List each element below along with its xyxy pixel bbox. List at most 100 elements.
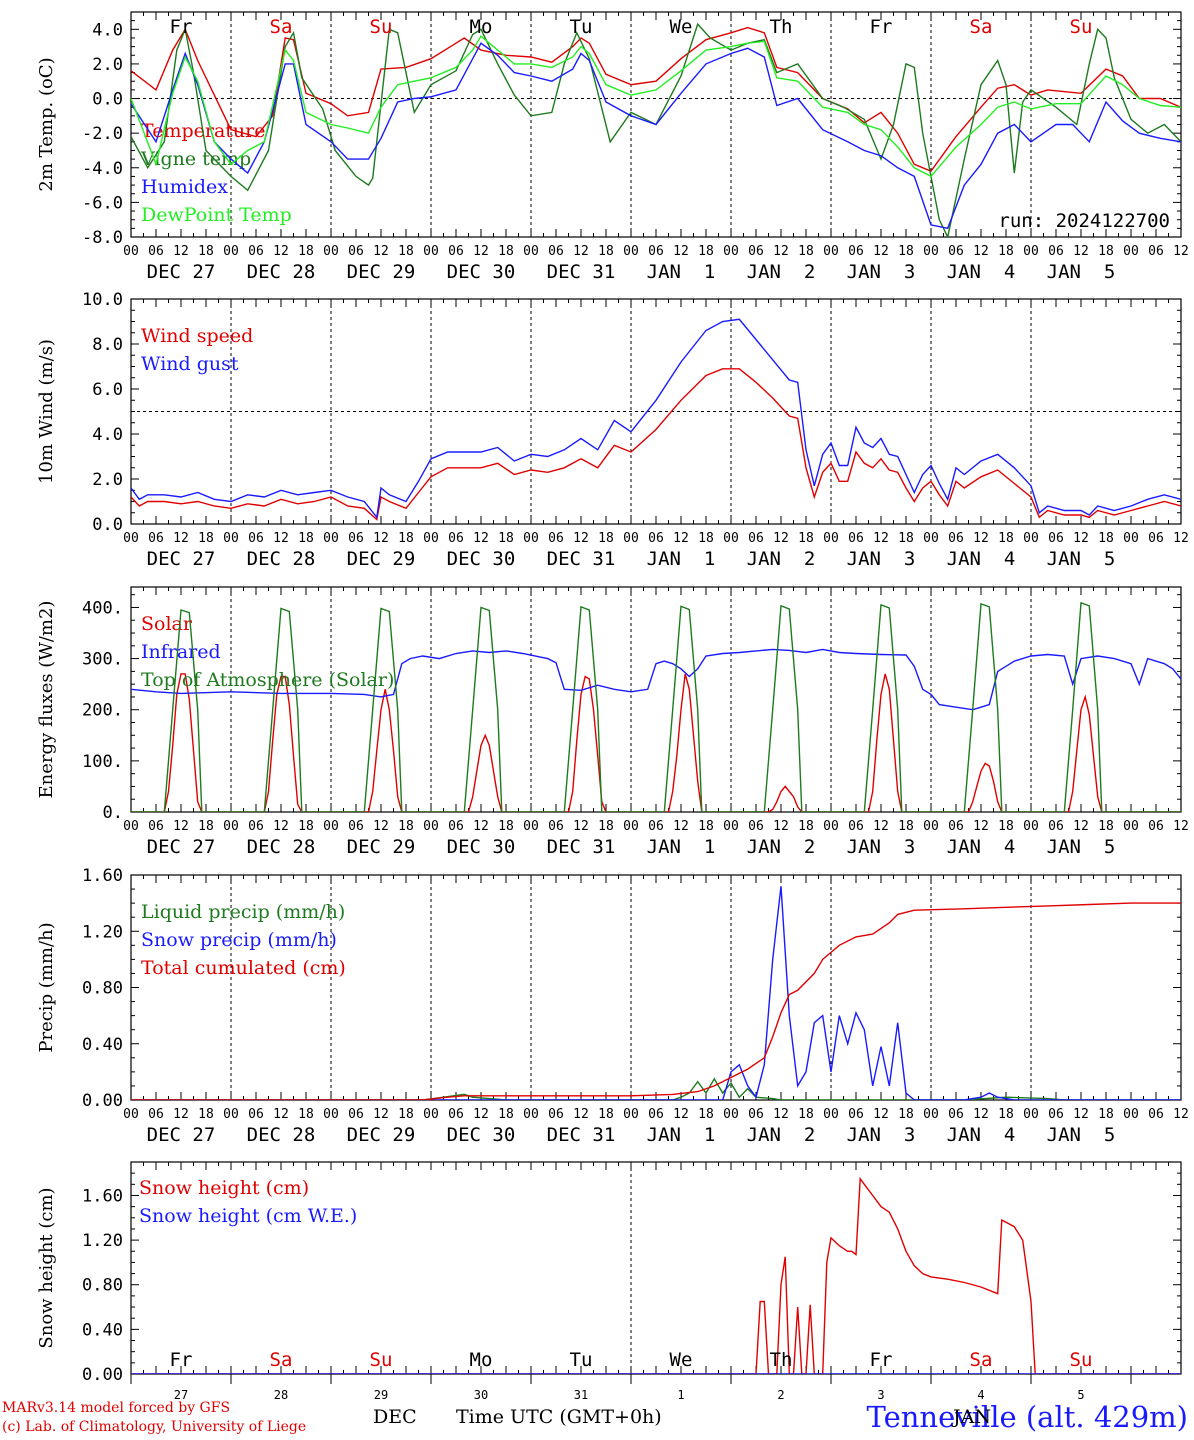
series-line — [131, 648, 1181, 711]
hour-tick-label: 12 — [773, 244, 789, 259]
hour-tick-label: 00 — [923, 1107, 939, 1122]
y-tick-label: -4.0 — [82, 159, 123, 179]
hour-tick-label: 00 — [1123, 819, 1139, 834]
hour-tick-label: 18 — [298, 819, 314, 834]
hour-tick-label: 12 — [473, 531, 489, 546]
hour-tick-label: 18 — [598, 819, 614, 834]
date-label: JAN 5 — [1047, 1124, 1116, 1146]
hour-tick-label: 18 — [198, 531, 214, 546]
weekday-label: Sa — [270, 1349, 293, 1371]
date-label: JAN 4 — [947, 261, 1016, 283]
hour-tick-label: 06 — [848, 244, 864, 259]
date-label: DEC 31 — [547, 548, 616, 570]
hour-tick-label: 18 — [498, 1107, 514, 1122]
date-label: DEC 28 — [247, 1124, 316, 1146]
hour-tick-label: 18 — [398, 531, 414, 546]
hour-tick-label: 06 — [748, 531, 764, 546]
hour-tick-label: 18 — [1098, 244, 1114, 259]
hour-tick-label: 00 — [323, 531, 339, 546]
hour-tick-label: 12 — [273, 819, 289, 834]
hour-tick-label: 12 — [273, 244, 289, 259]
y-tick-label: 4.0 — [92, 20, 123, 40]
hour-tick-label: 18 — [398, 819, 414, 834]
date-label: DEC 31 — [547, 1124, 616, 1146]
station-title: Tenneville (alt. 429m) — [866, 1400, 1189, 1434]
hour-tick-label: 00 — [123, 819, 139, 834]
hour-tick-label: 06 — [148, 531, 164, 546]
y-tick-label: 0.0 — [92, 515, 123, 535]
date-label: DEC 28 — [247, 836, 316, 858]
month-label: DEC — [373, 1406, 417, 1428]
hour-tick-label: 06 — [648, 244, 664, 259]
weekday-label: Su — [370, 16, 393, 38]
hour-tick-label: 18 — [998, 531, 1014, 546]
hour-tick-label: 00 — [123, 1107, 139, 1122]
hour-tick-label: 18 — [198, 244, 214, 259]
date-label: JAN 2 — [747, 261, 816, 283]
day-number-label: 3 — [877, 1388, 884, 1400]
weekday-label: Th — [770, 1349, 793, 1371]
meteogram: -8.0-6.0-4.0-2.00.02.04.02m Temp. (oC) Te… — [36, 11, 1189, 1400]
hour-tick-label: 18 — [298, 1107, 314, 1122]
hour-tick-label: 12 — [273, 1107, 289, 1122]
date-label: JAN 3 — [847, 548, 916, 570]
hour-tick-label: 18 — [1098, 819, 1114, 834]
hour-tick-label: 12 — [873, 819, 889, 834]
hour-tick-label: 06 — [948, 244, 964, 259]
hour-tick-label: 12 — [373, 1107, 389, 1122]
weekday-label: Mo — [470, 16, 493, 38]
hour-tick-label: 18 — [698, 1107, 714, 1122]
run-label: run: 2024122700 — [998, 210, 1170, 232]
hour-tick-label: 00 — [823, 244, 839, 259]
hour-tick-label: 12 — [373, 531, 389, 546]
y-tick-label: 300. — [82, 650, 123, 670]
hour-tick-label: 12 — [673, 244, 689, 259]
hour-tick-label: 12 — [373, 244, 389, 259]
date-label: JAN 3 — [847, 261, 916, 283]
hour-tick-label: 00 — [823, 531, 839, 546]
y-tick-label: 1.60 — [82, 866, 123, 886]
hour-tick-label: 18 — [498, 819, 514, 834]
date-label: DEC 27 — [147, 548, 216, 570]
weekday-label: Mo — [470, 1349, 493, 1371]
hour-tick-label: 18 — [798, 1107, 814, 1122]
weekday-label: We — [670, 1349, 693, 1371]
date-label: JAN 5 — [1047, 261, 1116, 283]
hour-tick-label: 18 — [798, 819, 814, 834]
date-label: DEC 29 — [347, 1124, 416, 1146]
weekday-label: Tu — [570, 16, 593, 38]
hour-tick-label: 18 — [998, 1107, 1014, 1122]
y-tick-label: 0. — [103, 803, 123, 823]
hour-tick-label: 06 — [848, 819, 864, 834]
hour-tick-label: 00 — [923, 819, 939, 834]
weekday-label: Fr — [170, 1349, 193, 1371]
hour-tick-label: 12 — [973, 244, 989, 259]
weekday-label: Sa — [970, 16, 993, 38]
hour-tick-label: 12 — [573, 819, 589, 834]
date-label: DEC 28 — [247, 548, 316, 570]
hour-tick-label: 00 — [123, 531, 139, 546]
day-number-label: 31 — [574, 1388, 588, 1400]
hour-tick-label: 12 — [573, 1107, 589, 1122]
hour-tick-label: 00 — [923, 531, 939, 546]
hour-tick-label: 18 — [698, 244, 714, 259]
hour-tick-label: 06 — [1048, 819, 1064, 834]
hour-tick-label: 06 — [848, 1107, 864, 1122]
y-tick-label: 0.40 — [82, 1035, 123, 1055]
weekday-label: Fr — [870, 1349, 893, 1371]
weekday-label: Fr — [870, 16, 893, 38]
hour-tick-label: 12 — [1073, 531, 1089, 546]
hour-tick-label: 12 — [673, 819, 689, 834]
hour-tick-label: 00 — [1023, 531, 1039, 546]
hour-tick-label: 00 — [1023, 244, 1039, 259]
hour-tick-label: 18 — [698, 531, 714, 546]
date-label: DEC 30 — [447, 836, 516, 858]
hour-tick-label: 12 — [473, 1107, 489, 1122]
hour-tick-label: 18 — [598, 1107, 614, 1122]
date-label: JAN 3 — [847, 836, 916, 858]
series-line — [131, 35, 1181, 178]
legend-label: Wind gust — [141, 353, 239, 375]
hour-tick-label: 06 — [448, 1107, 464, 1122]
series-line — [131, 1176, 1181, 1374]
y-tick-label: 0.0 — [92, 90, 123, 110]
